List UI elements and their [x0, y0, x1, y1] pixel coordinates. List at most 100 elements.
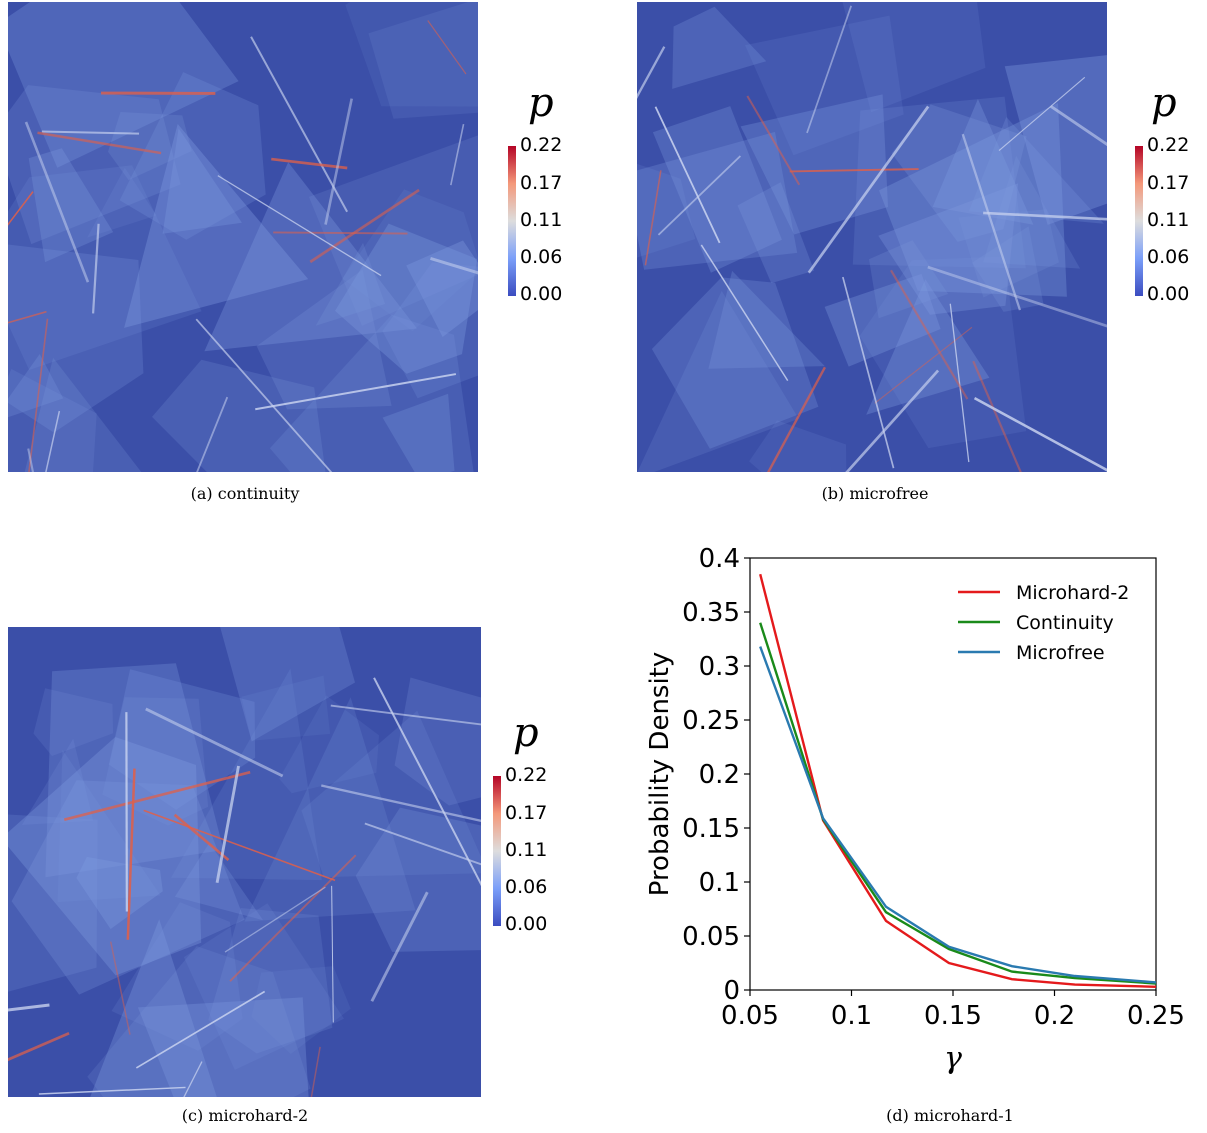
field-band: [859, 256, 1027, 449]
field-shear-band: [321, 784, 481, 822]
field-shear-band: [331, 885, 334, 1023]
field-shear-band: [973, 396, 1107, 472]
field-shear-band: [196, 396, 229, 472]
field-shear-band: [427, 20, 467, 75]
field-band: [90, 919, 217, 1097]
field-shear-band: [37, 131, 162, 155]
field-band: [251, 966, 351, 1054]
field-band: [111, 902, 243, 1051]
colorbar-title: p: [1151, 80, 1177, 126]
field-shear-band: [8, 191, 34, 226]
legend-label: Continuity: [1016, 612, 1114, 634]
field-shear-band: [806, 5, 852, 134]
field-band: [24, 357, 142, 472]
field-band: [368, 2, 478, 119]
field-shear-band: [370, 891, 429, 1002]
field-shear-band: [24, 121, 90, 283]
field-shear-band: [45, 410, 61, 472]
y-tick-label: 0.1: [699, 868, 740, 898]
series-line-microfree: [759, 646, 1157, 984]
colorbar-tick: 0.11: [1147, 209, 1190, 231]
field-band: [269, 314, 474, 472]
field-band: [119, 72, 266, 240]
field-shear-band: [8, 1003, 50, 1012]
field-shear-band: [983, 211, 1107, 221]
field-shear-band: [927, 265, 1107, 328]
field-band: [637, 290, 799, 472]
field-band: [749, 420, 847, 472]
field-band: [57, 749, 161, 903]
legend-label: Microfree: [1016, 642, 1105, 664]
field-map-continuity: [8, 2, 478, 472]
colorbar-tick: 0.11: [520, 209, 563, 231]
field-band: [11, 780, 245, 995]
field-band: [852, 96, 1026, 269]
colorbar-tick: 0.17: [505, 802, 548, 824]
field-band: [22, 738, 94, 825]
field-band: [1004, 55, 1107, 225]
field-shear-band: [450, 123, 465, 186]
field-band: [108, 669, 256, 810]
field-band: [137, 997, 309, 1097]
field-shear-band: [145, 707, 284, 778]
field-band: [308, 135, 478, 326]
y-tick-label: 0.35: [682, 598, 740, 628]
field-map-microfree: [637, 2, 1107, 472]
field-map-microhard-2: [8, 627, 481, 1097]
field-band: [878, 183, 1019, 315]
field-shear-band: [330, 704, 481, 726]
field-shear-band: [143, 809, 336, 882]
field-shear-band: [364, 822, 481, 866]
caption-a: (a) continuity: [190, 484, 300, 503]
field-band: [315, 242, 386, 326]
colorbar-tick: 0.22: [505, 764, 548, 786]
field-shear-band: [28, 318, 49, 472]
colorbar-tick: 0.06: [1147, 246, 1190, 268]
series-line-microhard-2: [759, 573, 1157, 988]
colorbar-tick: 0.11: [505, 839, 548, 861]
field-shear-band: [657, 155, 742, 236]
field-band: [968, 117, 1104, 224]
field-band: [8, 369, 97, 472]
y-tick-label: 0.05: [682, 922, 740, 952]
chart-svg: 00.050.10.150.20.250.30.350.40.05 0.1 0.15…: [645, 544, 1185, 1076]
field-band: [183, 903, 344, 1070]
field-band: [958, 209, 1059, 298]
field-band: [637, 163, 696, 258]
field-shear-band: [1049, 105, 1107, 147]
field-band: [8, 85, 181, 245]
field-shear-band: [890, 269, 969, 400]
field-shear-band: [27, 448, 35, 472]
field-shear-band: [998, 76, 1086, 152]
field-shear-band: [8, 1031, 70, 1062]
x-tick-label: 0.1: [831, 1001, 872, 1031]
field-band: [869, 240, 949, 319]
field-shear-band: [789, 168, 919, 173]
field-shear-band: [215, 765, 240, 883]
colorbar-tick: 0.00: [505, 913, 548, 935]
x-tick-label: 0.05: [721, 1001, 779, 1031]
field-band: [8, 2, 239, 168]
field-shear-band: [842, 276, 895, 469]
field-shear-band: [845, 369, 940, 472]
field-shear-band: [700, 244, 789, 382]
field-band: [87, 167, 157, 238]
colorbar-b: p 0.22 0.17 0.11 0.06 0.00: [1135, 80, 1207, 320]
field-band: [891, 104, 1027, 242]
colorbar-tick: 0.00: [520, 283, 563, 305]
field-band: [983, 155, 1081, 269]
colorbar-tick: 0.06: [520, 246, 563, 268]
field-band: [879, 103, 1067, 297]
field-band: [279, 695, 379, 794]
field-shear-band: [373, 677, 481, 887]
x-tick-label: 0.25: [1127, 1001, 1185, 1031]
colorbar-tick: 0.17: [520, 172, 563, 194]
colorbar-gradient: [493, 776, 501, 926]
x-axis-label: γ: [944, 1041, 962, 1076]
y-tick-label: 0.2: [699, 760, 740, 790]
field-band: [102, 697, 209, 826]
field-shear-band: [224, 886, 326, 953]
field-shear-band: [217, 175, 382, 277]
caption-c: (c) microhard-2: [181, 1106, 309, 1125]
y-tick-label: 0.4: [699, 544, 740, 574]
